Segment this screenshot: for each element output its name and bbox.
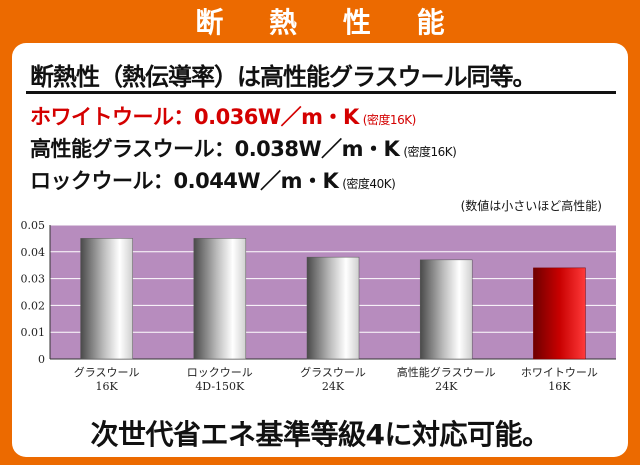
bar-chart: 0.050.040.030.020.010グラスウール16Kロックウール4D-1… (21, 219, 616, 393)
spec-white-wool-density: (密度16K) (362, 113, 417, 127)
content-panel: 断熱性（熱伝導率）は高性能グラスウール同等。 ホワイトウール：0.036W／m・… (12, 43, 628, 457)
x-tick-sublabel: 24K (322, 380, 345, 393)
footer-text: 次世代省エネ基準等級4に対応可能。 (90, 418, 550, 451)
y-tick-label: 0.03 (21, 273, 46, 286)
y-tick-label: 0.04 (21, 246, 46, 259)
banner-title: 断 熱 性 能 (195, 6, 463, 39)
spec-white-wool-label: ホワイトウール：0.036W／m・K (30, 105, 359, 129)
spec-rock-wool-density: (密度40K) (342, 177, 396, 191)
bar (419, 259, 473, 360)
spec-white-wool: ホワイトウール：0.036W／m・K (密度16K) (30, 101, 416, 131)
chart-area: 0.05 0.04 0.03 0.02 0.01 0 グラスウール 16K ロックウール 4D-1… (12, 219, 628, 411)
spec-high-perf-glass-wool-density: (密度16K) (403, 145, 457, 159)
x-tick-sublabel: 4D-150K (195, 380, 245, 393)
headline: 断熱性（熱伝導率）は高性能グラスウール同等。 (30, 63, 537, 91)
x-tick-label: グラスウール (74, 365, 140, 379)
x-tick-sublabel: 16K (548, 380, 571, 393)
bar (306, 256, 360, 360)
lower-is-better-note: (数値は小さいほど高性能) (460, 199, 602, 213)
bar-highlight (533, 267, 586, 360)
y-tick-label: 0 (38, 353, 45, 366)
banner: 断 熱 性 能 (0, 0, 640, 42)
spec-high-perf-glass-wool-label: 高性能グラスウール：0.038W／m・K (30, 137, 400, 161)
x-tick-label: ロックウール (187, 366, 253, 379)
bar (193, 238, 247, 360)
x-tick-sublabel: 24K (435, 380, 458, 393)
y-tick-label: 0.01 (21, 326, 46, 339)
x-tick-sublabel: 16K (95, 380, 118, 393)
y-tick-label: 0.05 (21, 221, 46, 232)
spec-rock-wool-label: ロックウール：0.044W／m・K (30, 169, 339, 193)
x-tick-label: グラスウール (300, 365, 366, 379)
x-tick-label: 高性能グラスウール (397, 365, 496, 379)
x-tick-label: ホワイトウール (521, 366, 598, 379)
spec-high-perf-glass-wool: 高性能グラスウール：0.038W／m・K (密度16K) (30, 133, 457, 163)
y-tick-label: 0.02 (21, 299, 46, 312)
spec-rock-wool: ロックウール：0.044W／m・K (密度40K) (30, 165, 396, 195)
bar (80, 238, 133, 360)
headline-underline (26, 91, 616, 94)
